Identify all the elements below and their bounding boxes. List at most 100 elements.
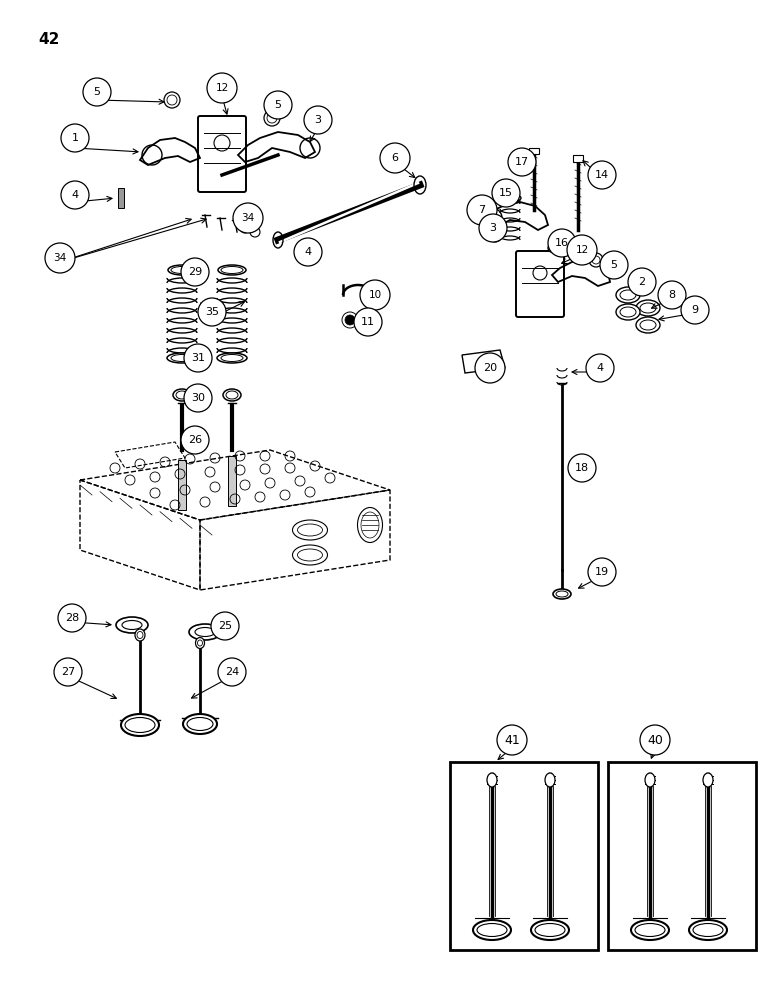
Ellipse shape	[473, 920, 511, 940]
Circle shape	[589, 253, 603, 267]
Text: 26: 26	[188, 435, 202, 445]
Circle shape	[218, 658, 246, 686]
Ellipse shape	[183, 714, 217, 734]
Circle shape	[184, 384, 212, 412]
Circle shape	[360, 280, 390, 310]
Circle shape	[681, 296, 709, 324]
Circle shape	[658, 281, 686, 309]
Circle shape	[380, 143, 410, 173]
Ellipse shape	[689, 920, 727, 940]
Ellipse shape	[167, 353, 197, 363]
Ellipse shape	[703, 773, 713, 787]
Circle shape	[207, 73, 237, 103]
Ellipse shape	[631, 920, 669, 940]
Circle shape	[264, 110, 280, 126]
Circle shape	[45, 243, 75, 273]
Text: 9: 9	[691, 305, 699, 315]
Text: 3: 3	[314, 115, 321, 125]
Circle shape	[211, 612, 239, 640]
Circle shape	[184, 344, 212, 372]
Ellipse shape	[173, 389, 191, 401]
Ellipse shape	[168, 265, 196, 275]
Text: 4: 4	[304, 247, 311, 257]
Text: 8: 8	[668, 290, 675, 300]
Text: 1: 1	[72, 133, 79, 143]
Circle shape	[568, 454, 596, 482]
Ellipse shape	[545, 773, 555, 787]
Text: 42: 42	[38, 32, 59, 47]
Bar	[178, 460, 186, 510]
Ellipse shape	[548, 243, 562, 253]
Ellipse shape	[218, 265, 246, 275]
Text: 27: 27	[61, 667, 75, 677]
Circle shape	[548, 229, 576, 257]
Text: 15: 15	[499, 188, 513, 198]
Circle shape	[475, 353, 505, 383]
Bar	[529, 148, 539, 154]
Circle shape	[488, 228, 502, 242]
Text: 19: 19	[595, 567, 609, 577]
Circle shape	[354, 308, 382, 336]
Bar	[573, 155, 583, 162]
Circle shape	[600, 251, 628, 279]
Text: 5: 5	[275, 100, 282, 110]
Ellipse shape	[636, 300, 660, 316]
Ellipse shape	[636, 317, 660, 333]
Circle shape	[58, 604, 86, 632]
Text: 6: 6	[392, 153, 399, 163]
Text: 18: 18	[575, 463, 589, 473]
Circle shape	[492, 179, 520, 207]
Circle shape	[164, 92, 180, 108]
Text: 16: 16	[555, 238, 569, 248]
Circle shape	[294, 238, 322, 266]
Ellipse shape	[645, 773, 655, 787]
Ellipse shape	[616, 304, 640, 320]
Ellipse shape	[553, 589, 571, 599]
Text: 5: 5	[611, 260, 618, 270]
Ellipse shape	[189, 624, 221, 640]
Circle shape	[54, 658, 82, 686]
Ellipse shape	[499, 194, 521, 202]
Text: 40: 40	[647, 734, 663, 746]
Text: 2: 2	[639, 277, 646, 287]
Circle shape	[640, 725, 670, 755]
Text: 31: 31	[191, 353, 205, 363]
Text: 34: 34	[241, 213, 254, 223]
Circle shape	[198, 298, 226, 326]
Ellipse shape	[531, 920, 569, 940]
Ellipse shape	[116, 617, 148, 633]
Text: 41: 41	[504, 734, 520, 746]
Text: 28: 28	[65, 613, 79, 623]
Circle shape	[233, 203, 263, 233]
Circle shape	[61, 124, 89, 152]
Text: 5: 5	[94, 87, 101, 97]
Bar	[450, 762, 598, 950]
Text: 20: 20	[483, 363, 497, 373]
Circle shape	[264, 91, 292, 119]
Bar	[228, 456, 236, 506]
Circle shape	[61, 181, 89, 209]
Ellipse shape	[196, 638, 204, 648]
Text: 4: 4	[597, 363, 604, 373]
Circle shape	[588, 558, 616, 586]
Text: 3: 3	[490, 223, 497, 233]
Circle shape	[628, 268, 656, 296]
Circle shape	[181, 426, 209, 454]
Ellipse shape	[217, 353, 247, 363]
Ellipse shape	[616, 287, 640, 303]
Text: 35: 35	[205, 307, 219, 317]
Ellipse shape	[487, 773, 497, 787]
Text: 29: 29	[188, 267, 202, 277]
Circle shape	[467, 195, 497, 225]
Circle shape	[479, 214, 507, 242]
Circle shape	[181, 258, 209, 286]
Text: 25: 25	[218, 621, 232, 631]
Text: 12: 12	[576, 245, 589, 255]
Text: 12: 12	[215, 83, 229, 93]
Circle shape	[508, 148, 536, 176]
Text: 10: 10	[368, 290, 381, 300]
Ellipse shape	[223, 389, 241, 401]
Ellipse shape	[121, 714, 159, 736]
Text: 11: 11	[361, 317, 375, 327]
Circle shape	[304, 106, 332, 134]
